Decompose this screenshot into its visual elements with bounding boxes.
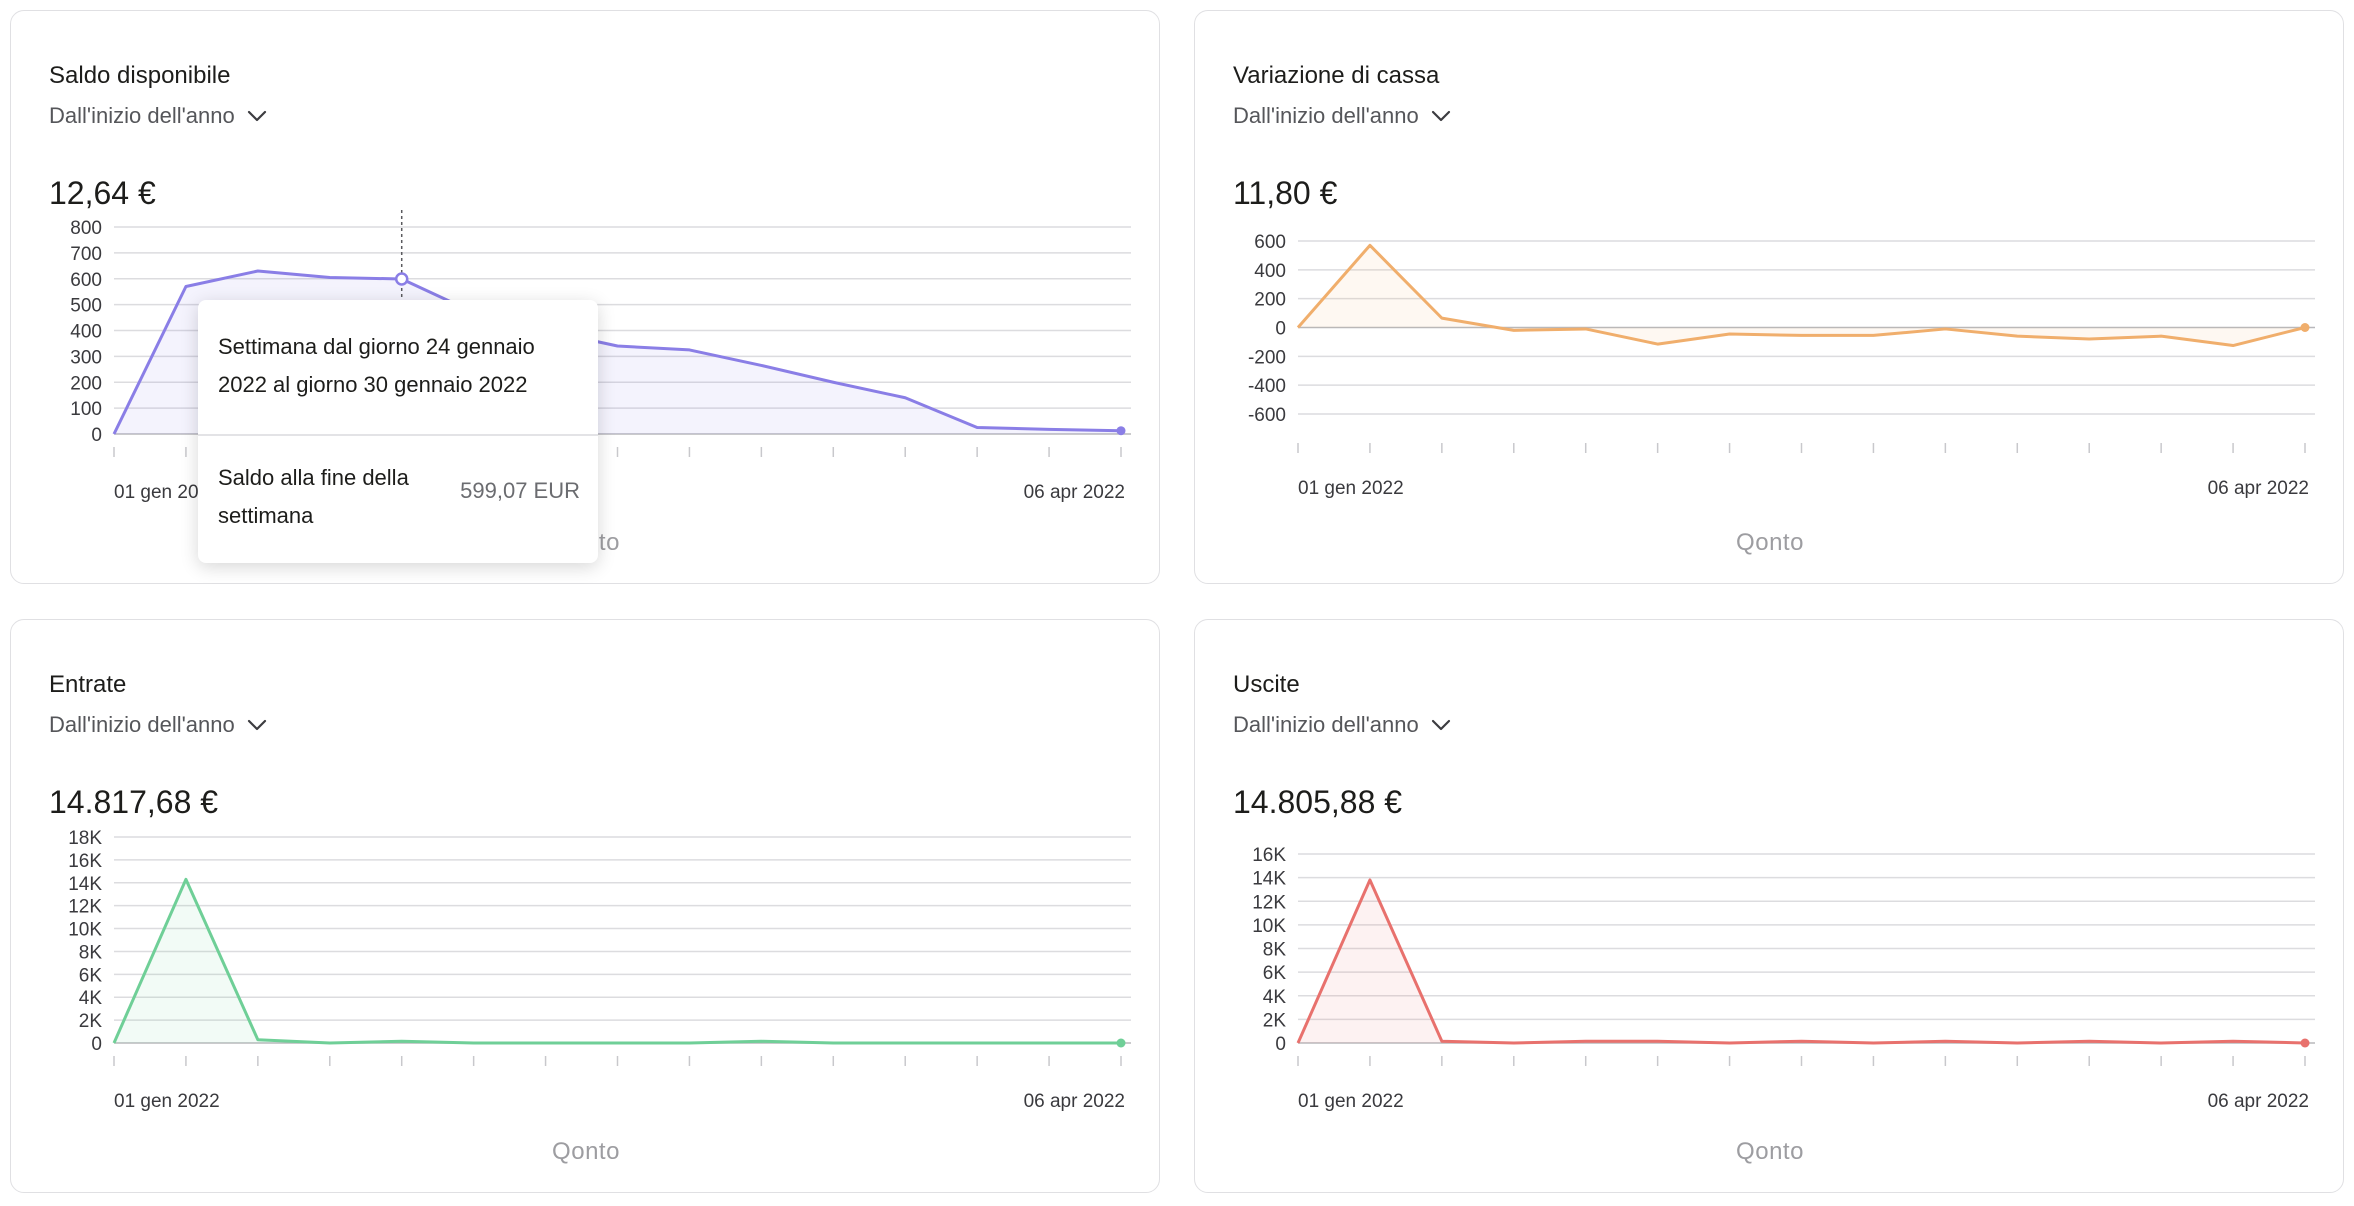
period-dropdown[interactable]: Dall'inizio dell'anno [1233, 712, 1451, 738]
series-line [112, 877, 1121, 1045]
saldo-card: Saldo disponibile Dall'inizio dell'anno … [10, 10, 1160, 584]
y-tick-label: 0 [1275, 319, 1286, 340]
amount: 14.805,88 € [1233, 784, 1403, 820]
period-dropdown[interactable]: Dall'inizio dell'anno [1233, 103, 1451, 129]
y-tick-label: -400 [1248, 376, 1286, 397]
y-tick-label: -600 [1248, 405, 1286, 426]
y-tick-label: 800 [70, 218, 102, 239]
chevron-down-icon [1431, 719, 1451, 731]
data-point [2300, 323, 2310, 332]
y-tick-label: 300 [70, 347, 102, 368]
y-tick-label: 0 [91, 1034, 102, 1055]
data-point [1116, 1038, 1126, 1048]
y-tick-label: 8K [1263, 940, 1287, 961]
y-tick-label: 10K [68, 920, 102, 941]
y-tick-label: 500 [70, 296, 102, 317]
y-tick-label: 700 [70, 244, 102, 265]
y-tick-label: 14K [1252, 869, 1286, 890]
qonto-watermark: Qonto [552, 1138, 620, 1165]
chevron-down-icon [247, 719, 267, 731]
series-line [1296, 878, 2306, 1045]
variazione-card: Variazione di cassa Dall'inizio dell'ann… [1194, 10, 2344, 584]
y-tick-label: 0 [91, 425, 102, 446]
qonto-watermark: Qonto [1736, 529, 1804, 556]
y-tick-label: 600 [70, 270, 102, 291]
y-tick-label: 0 [1275, 1034, 1286, 1055]
y-tick-label: 12K [1252, 892, 1286, 913]
x-tick-label: 01 gen 2022 [114, 1091, 220, 1112]
period-label: Dall'inizio dell'anno [49, 103, 235, 128]
chevron-down-icon [247, 110, 267, 122]
period-label: Dall'inizio dell'anno [1233, 712, 1419, 737]
x-tick-label: 06 apr 2022 [1024, 1091, 1125, 1112]
y-tick-label: 2K [1263, 1010, 1287, 1031]
period-dropdown[interactable]: Dall'inizio dell'anno [49, 103, 267, 129]
x-tick-label: 06 apr 2022 [2208, 478, 2309, 499]
card-title: Variazione di cassa [1233, 62, 1440, 89]
y-tick-label: 8K [79, 942, 103, 963]
y-tick-label: 100 [70, 399, 102, 420]
y-tick-label: 2K [79, 1011, 103, 1032]
chevron-down-icon [1431, 110, 1451, 122]
card-title: Uscite [1233, 671, 1300, 698]
y-tick-label: 600 [1254, 232, 1286, 253]
entrate-card: Entrate Dall'inizio dell'anno 14.817,68 … [10, 619, 1160, 1193]
chart-tooltip: Settimana dal giorno 24 gennaio 2022 al … [198, 300, 598, 563]
x-tick-label: 06 apr 2022 [2208, 1091, 2309, 1112]
amount: 14.817,68 € [49, 784, 219, 820]
y-tick-label: 16K [1252, 845, 1286, 866]
period-label: Dall'inizio dell'anno [1233, 103, 1419, 128]
y-tick-label: 400 [1254, 261, 1286, 282]
tooltip-week: Settimana dal giorno 24 gennaio 2022 al … [218, 334, 535, 397]
y-tick-label: 18K [68, 828, 102, 849]
y-tick-label: 400 [70, 322, 102, 343]
data-point [2300, 1038, 2310, 1048]
qonto-watermark: Qonto [1736, 1138, 1804, 1165]
data-point [1116, 426, 1126, 436]
amount: 12,64 € [49, 175, 156, 211]
series-area [114, 879, 1121, 1043]
uscite-card: Uscite Dall'inizio dell'anno 14.805,88 €… [1194, 619, 2344, 1193]
x-tick-label: 06 apr 2022 [1024, 482, 1125, 503]
y-tick-label: 12K [68, 897, 102, 918]
y-tick-label: 10K [1252, 916, 1286, 937]
series-area [1298, 879, 2305, 1043]
y-tick-label: 6K [79, 965, 103, 986]
x-tick-label: 01 gen 2022 [1298, 478, 1404, 499]
tooltip-label: Saldo alla fine della settimana [218, 465, 409, 528]
period-dropdown[interactable]: Dall'inizio dell'anno [49, 712, 267, 738]
period-label: Dall'inizio dell'anno [49, 712, 235, 737]
y-tick-label: 4K [1263, 987, 1287, 1008]
y-tick-label: -200 [1248, 347, 1286, 368]
y-tick-label: 6K [1263, 963, 1287, 984]
card-title: Entrate [49, 671, 127, 698]
y-tick-label: 4K [79, 988, 103, 1009]
tooltip-divider [198, 434, 598, 436]
x-tick-label: 01 gen 2022 [114, 482, 220, 503]
y-tick-label: 14K [68, 874, 102, 895]
amount: 11,80 € [1233, 175, 1338, 211]
series-area [1298, 245, 2305, 346]
hover-point [394, 272, 409, 286]
x-tick-label: 01 gen 2022 [1298, 1091, 1404, 1112]
y-tick-label: 200 [70, 373, 102, 394]
y-tick-label: 16K [68, 851, 102, 872]
y-tick-label: 200 [1254, 290, 1286, 311]
card-title: Saldo disponibile [49, 62, 231, 89]
tooltip-value: 599,07 EUR [460, 478, 580, 503]
variazione-chart[interactable]: -600 -400 -200 0 200 400 600 01 gen 2022 06 apr … [1195, 11, 2345, 585]
